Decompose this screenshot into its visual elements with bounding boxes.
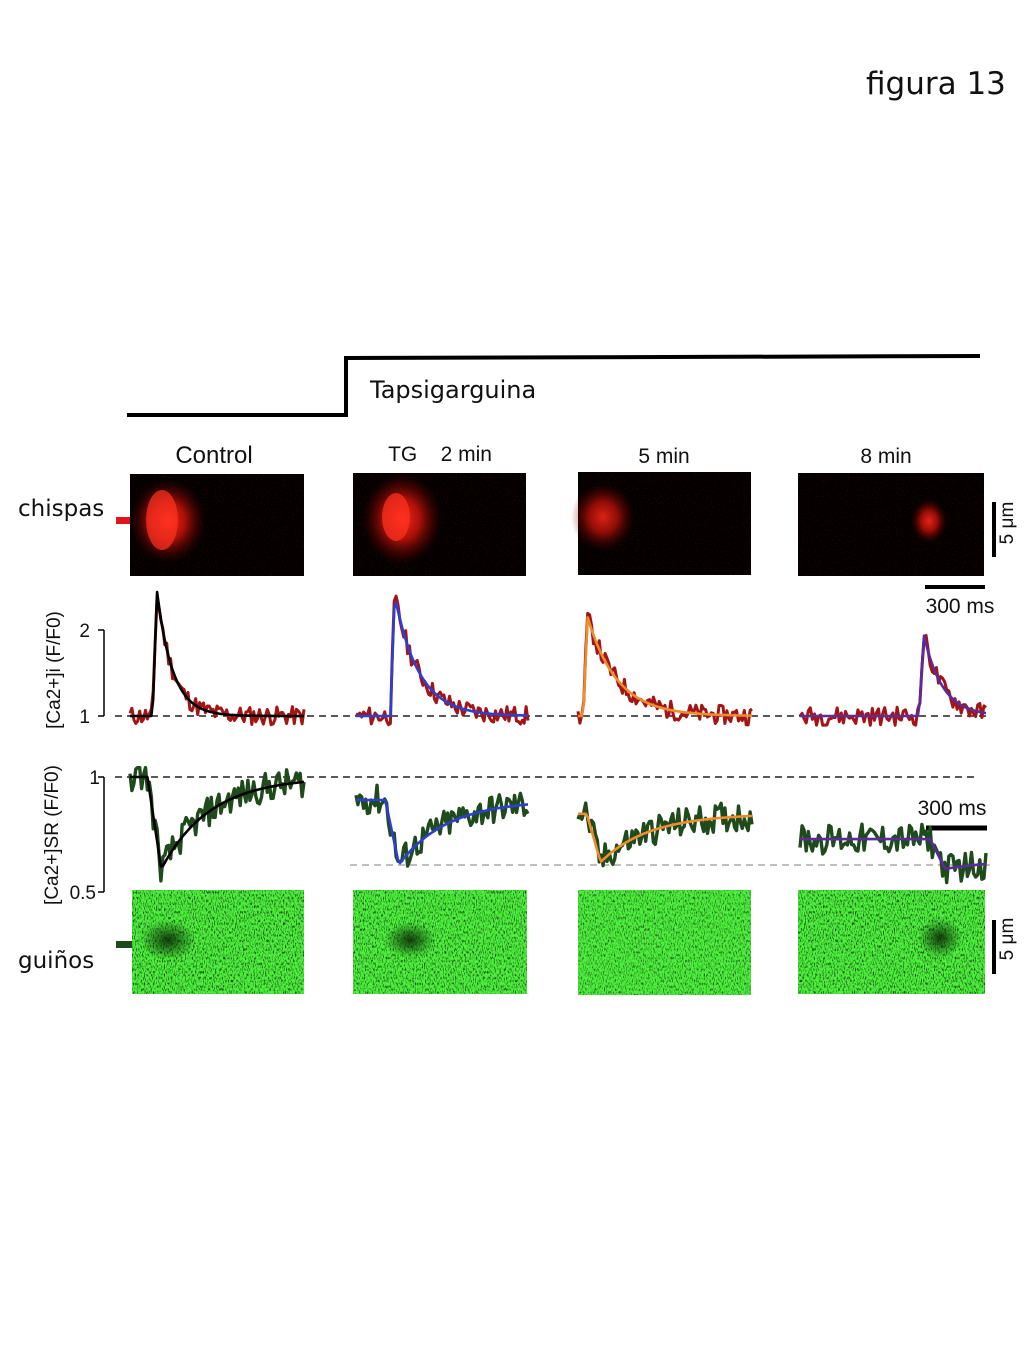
spark-image-8min: [798, 473, 984, 576]
sparks-marker: [116, 517, 130, 524]
time-scale-label-mid: 300 ms: [918, 797, 987, 820]
space-scale-label-bottom: 5 μm: [997, 918, 1018, 961]
cyto-ylabel: [Ca2+]i (F/F0): [44, 611, 65, 729]
cyto-raw-trace: [355, 594, 530, 727]
condition-label-8min: 8 min: [860, 445, 911, 468]
blink-image-8min: [798, 890, 985, 994]
cyto-traces: [128, 590, 987, 727]
sr-ytick-1: 1: [89, 768, 100, 789]
spark-image-tg2: [353, 473, 526, 576]
spark-image-5min: [571, 472, 751, 575]
cyto-raw-trace: [576, 611, 753, 727]
figure-title: figura 13: [866, 66, 1006, 102]
sr-axis: 1 0.5 [Ca2+]SR (F/F0): [42, 765, 105, 905]
sr-raw-trace: [798, 822, 988, 885]
drug-label: Tapsigarguina: [369, 376, 536, 404]
space-scale-label-top: 5 μm: [997, 502, 1018, 545]
sr-fit-trace: [800, 837, 987, 870]
drug-step-line: [127, 354, 981, 417]
cyto-axis: 2 1 [Ca2+]i (F/F0): [44, 611, 105, 729]
cyto-fit-trace: [578, 616, 752, 718]
sr-fit-trace: [578, 812, 752, 863]
spark-image-control: [130, 474, 304, 576]
blinks-marker: [116, 941, 132, 948]
sr-raw-trace: [576, 801, 754, 868]
cyto-fit-trace: [800, 634, 987, 718]
time-scale-label-top: 300 ms: [926, 595, 995, 618]
cyto-ytick-2: 2: [79, 621, 90, 642]
condition-label-tg2: TG 2 min: [388, 443, 492, 466]
blink-image-control: [132, 890, 304, 994]
condition-label-5min: 5 min: [638, 445, 689, 468]
sr-fit-trace: [356, 798, 529, 865]
cyto-raw-trace: [798, 633, 987, 727]
row-label-blinks: guiños: [18, 948, 94, 974]
sr-traces: [128, 765, 988, 885]
cyto-fit-trace: [356, 601, 528, 718]
row-label-sparks: chispas: [18, 496, 104, 522]
sr-ytick-05: 0.5: [70, 883, 96, 904]
sr-ylabel: [Ca2+]SR (F/F0): [42, 765, 63, 905]
cyto-ytick-1: 1: [79, 707, 90, 728]
blink-image-tg2: [353, 890, 527, 994]
blink-image-5min: [578, 890, 751, 995]
cyto-fit-trace: [130, 590, 304, 718]
sr-fit-trace: [130, 775, 305, 868]
condition-label-control: Control: [175, 442, 252, 469]
